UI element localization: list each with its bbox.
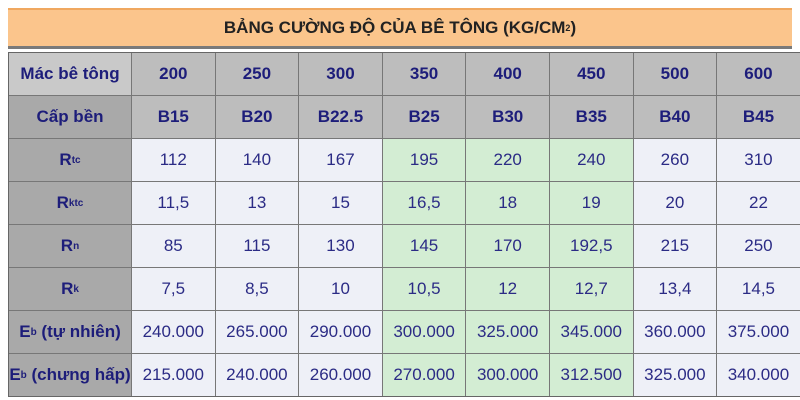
- label-base: R: [56, 193, 69, 212]
- label-base: E: [19, 322, 31, 341]
- table-title: BẢNG CƯỜNG ĐỘ CỦA BÊ TÔNG (KG/CM 2): [8, 8, 792, 49]
- column-header: B30: [466, 96, 549, 138]
- label-base: R: [59, 150, 72, 169]
- column-header: 200: [132, 53, 215, 95]
- column-header: B20: [215, 96, 299, 138]
- table-cell: 11,5: [132, 182, 215, 224]
- column-header: 500: [633, 53, 717, 95]
- label-base: E: [9, 365, 21, 384]
- label-suffix: (tự nhiên): [36, 322, 121, 341]
- table-cell: 7,5: [132, 268, 215, 310]
- label-subscript: n: [73, 240, 80, 252]
- label-subscript: tc: [71, 154, 81, 166]
- table-cell: 18: [466, 182, 549, 224]
- table-cell: 10,5: [382, 268, 466, 310]
- table-cell: 325.000: [466, 311, 549, 353]
- table-cell: 22: [717, 182, 800, 224]
- title-text: BẢNG CƯỜNG ĐỘ CỦA BÊ TÔNG (KG/CM: [223, 18, 566, 37]
- table-cell: 20: [633, 182, 717, 224]
- column-header: B35: [549, 96, 633, 138]
- table-cell: 167: [299, 139, 382, 181]
- label-subscript: b: [30, 326, 37, 338]
- table-cell: 19: [549, 182, 633, 224]
- table-cell: 10: [299, 268, 382, 310]
- column-header: B45: [717, 96, 800, 138]
- table-cell: 16,5: [382, 182, 466, 224]
- column-header: 250: [215, 53, 299, 95]
- table-cell: 340.000: [717, 354, 800, 396]
- table-cell: 290.000: [299, 311, 382, 353]
- row-header: Cấp bền: [9, 96, 131, 138]
- table-cell: 140: [215, 139, 299, 181]
- table-cell: 13,4: [633, 268, 717, 310]
- table-cell: 375.000: [717, 311, 800, 353]
- table-cell: 345.000: [549, 311, 633, 353]
- table-cell: 85: [132, 225, 215, 267]
- table-cell: 13: [215, 182, 299, 224]
- column-header: 400: [466, 53, 549, 95]
- table-cell: 360.000: [633, 311, 717, 353]
- table-cell: 215.000: [132, 354, 215, 396]
- column-header: 600: [717, 53, 800, 95]
- column-header: 300: [299, 53, 382, 95]
- title-close: ): [570, 18, 577, 37]
- table-cell: 112: [132, 139, 215, 181]
- column-header: B15: [132, 96, 215, 138]
- label-subscript: ktc: [68, 197, 84, 209]
- label-base: R: [60, 236, 74, 255]
- label-base: R: [61, 279, 74, 298]
- label-subscript: k: [73, 283, 79, 295]
- title-superscript: 2: [565, 23, 571, 33]
- table-cell: 8,5: [215, 268, 299, 310]
- table-cell: 12: [466, 268, 549, 310]
- table-cell: 325.000: [633, 354, 717, 396]
- table-cell: 260: [633, 139, 717, 181]
- table-cell: 240.000: [215, 354, 299, 396]
- table-cell: 130: [299, 225, 382, 267]
- concrete-strength-table: Mác bê tông 200 250 300 350 400 450 500 600 Cấp b…: [8, 52, 800, 397]
- table-cell: 240.000: [132, 311, 215, 353]
- table-cell: 192,5: [549, 225, 633, 267]
- column-header: B25: [382, 96, 466, 138]
- table-cell: 300.000: [382, 311, 466, 353]
- table-cell: 220: [466, 139, 549, 181]
- table-cell: 12,7: [549, 268, 633, 310]
- table-cell: 14,5: [717, 268, 800, 310]
- column-header: 350: [382, 53, 466, 95]
- table-cell: 240: [549, 139, 633, 181]
- table-cell: 15: [299, 182, 382, 224]
- table-cell: 115: [215, 225, 299, 267]
- table-cell: 312.500: [549, 354, 633, 396]
- table-cell: 270.000: [382, 354, 466, 396]
- column-header: 450: [549, 53, 633, 95]
- table-cell: 265.000: [215, 311, 299, 353]
- label-suffix: (chưng hấp): [26, 365, 131, 384]
- table-cell: 145: [382, 225, 466, 267]
- table-cell: 260.000: [299, 354, 382, 396]
- row-header: Mác bê tông: [9, 53, 131, 95]
- column-header: B22.5: [299, 96, 382, 138]
- table-cell: 310: [717, 139, 800, 181]
- table-cell: 250: [717, 225, 800, 267]
- table-cell: 300.000: [466, 354, 549, 396]
- column-header: B40: [633, 96, 717, 138]
- label-subscript: b: [20, 369, 27, 381]
- table-cell: 215: [633, 225, 717, 267]
- table-cell: 195: [382, 139, 466, 181]
- table-cell: 170: [466, 225, 549, 267]
